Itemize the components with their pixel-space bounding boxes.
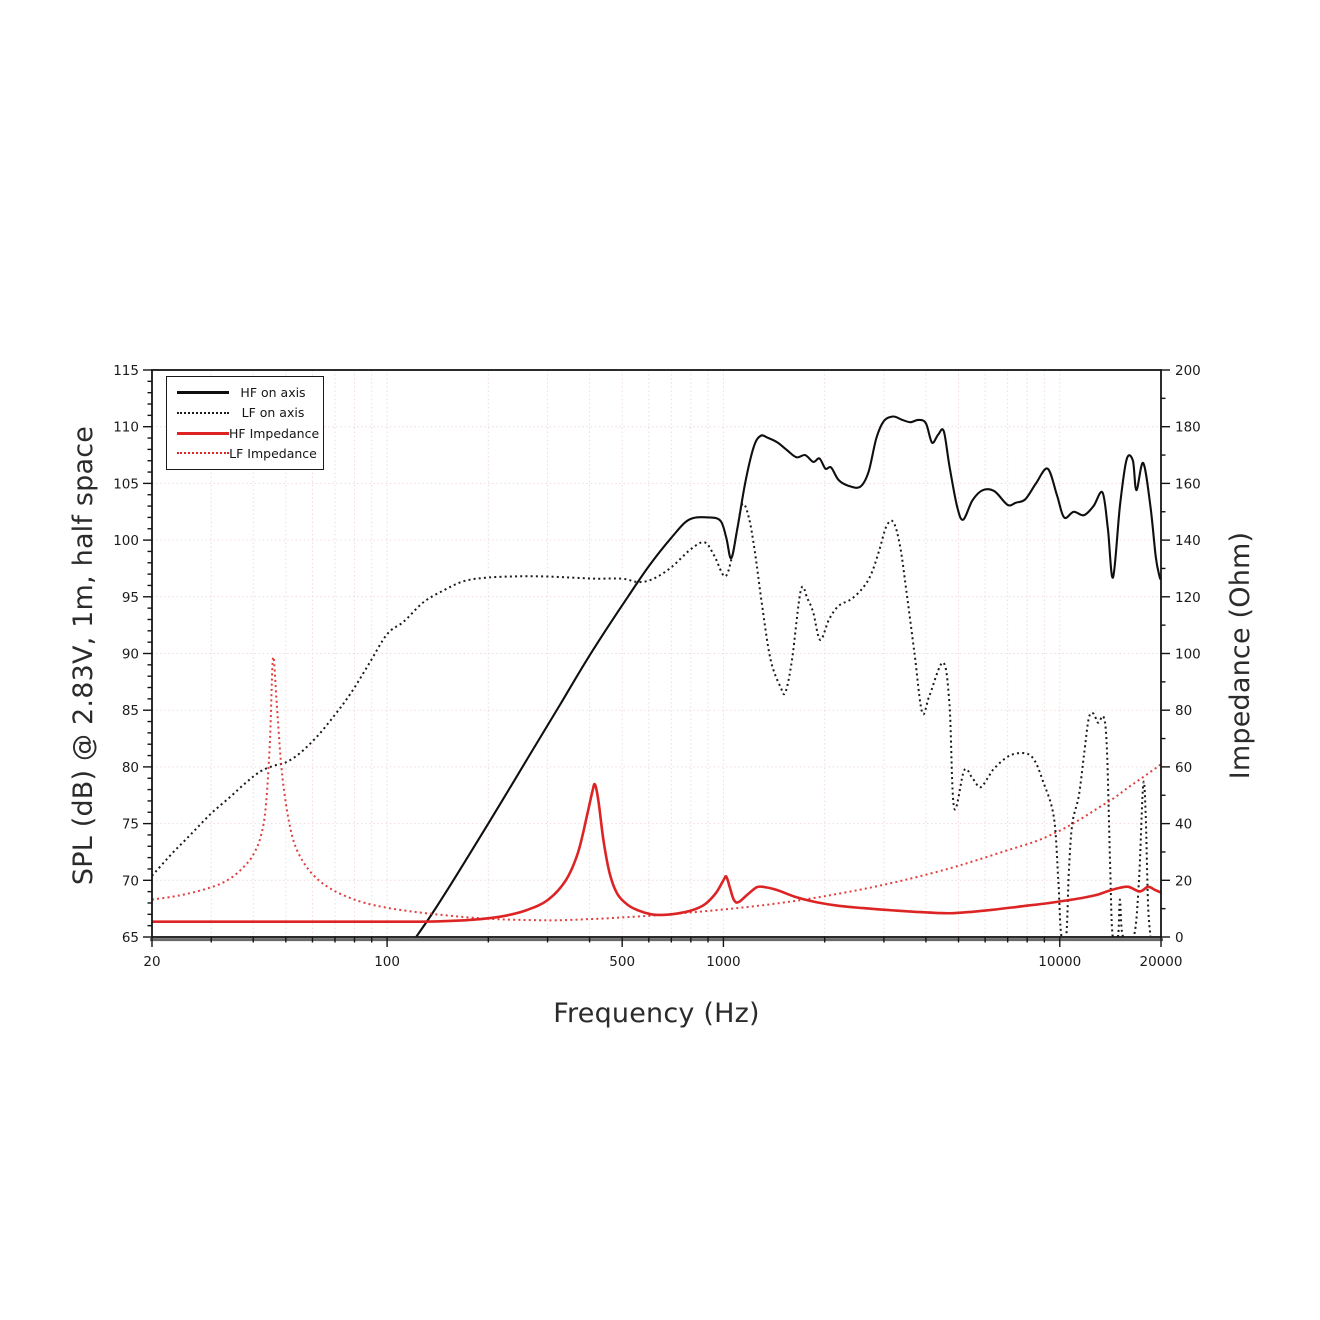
legend: HF on axis LF on axis HF Impedance LF Im… — [166, 376, 324, 470]
y-axis-title-left: SPL (dB) @ 2.83V, 1m, half space — [68, 425, 99, 886]
tick-label: 20000 — [1140, 954, 1183, 970]
tick-label: 500 — [609, 954, 635, 970]
axis-tick-labels: 20 100 500 1000 10000 20000657075808590951001… — [113, 363, 1201, 970]
tick-label: 105 — [113, 476, 139, 492]
series-hf_spl — [415, 415, 1161, 937]
tick-label: 100 — [1175, 647, 1201, 663]
legend-item-hf-impedance: HF Impedance — [177, 425, 320, 441]
tick-label: 70 — [122, 873, 139, 889]
tick-label: 75 — [122, 817, 139, 833]
series-lf_spl — [152, 502, 1152, 937]
tick-label: 200 — [1175, 363, 1201, 379]
series-lf_imp — [152, 656, 1161, 922]
tick-label: 20 — [1175, 873, 1192, 889]
legend-line-sample-lf-on-axis — [177, 411, 229, 414]
legend-label: HF Impedance — [229, 425, 320, 441]
series-hf_imp — [152, 782, 1161, 924]
tick-label: 20 — [143, 954, 160, 970]
tick-label: 95 — [122, 590, 139, 606]
axis-ticks — [143, 369, 1170, 947]
legend-item-lf-on-axis: LF on axis — [177, 405, 317, 420]
tick-label: 115 — [113, 363, 139, 379]
tick-label: 110 — [113, 420, 139, 436]
tick-label: 65 — [122, 930, 139, 946]
tick-label: 85 — [122, 703, 139, 719]
legend-line-sample-hf-on-axis — [177, 391, 229, 395]
legend-label: HF on axis — [240, 385, 306, 401]
tick-label: 120 — [1175, 590, 1201, 606]
tick-label: 140 — [1175, 533, 1201, 549]
tick-label: 80 — [122, 760, 139, 776]
tick-label: 100 — [374, 954, 400, 970]
tick-label: 40 — [1175, 817, 1192, 833]
tick-label: 90 — [122, 647, 139, 663]
grid-lines — [152, 370, 1161, 937]
tick-label: 160 — [1175, 476, 1201, 492]
legend-line-sample-lf-impedance — [177, 452, 229, 455]
x-axis-title: Frequency (Hz) — [553, 998, 760, 1029]
tick-label: 80 — [1175, 703, 1192, 719]
series-group — [152, 415, 1161, 937]
tick-label: 1000 — [706, 954, 740, 970]
tick-label: 60 — [1175, 760, 1192, 776]
tick-label: 10000 — [1038, 954, 1081, 970]
legend-item-lf-impedance: LF Impedance — [177, 446, 317, 461]
tick-label: 100 — [113, 533, 139, 549]
tick-label: 180 — [1175, 420, 1201, 436]
legend-label: LF on axis — [241, 405, 305, 421]
legend-line-sample-hf-impedance — [177, 431, 229, 435]
legend-label: LF Impedance — [229, 445, 317, 461]
tick-label: 0 — [1175, 930, 1184, 946]
y-axis-title-right: Impedance (Ohm) — [1225, 531, 1256, 780]
legend-item-hf-on-axis: HF on axis — [177, 385, 317, 400]
